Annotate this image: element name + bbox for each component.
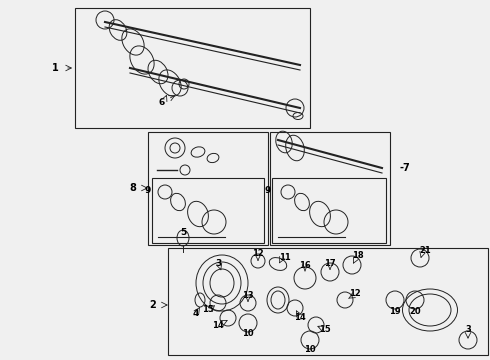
Text: 3: 3 [465,325,471,334]
Bar [152,178,264,243]
Text: 9: 9 [265,185,271,194]
Text: 5: 5 [180,228,186,237]
Text: 12: 12 [349,289,361,298]
Text: -7: -7 [400,163,411,173]
Text: 18: 18 [352,252,364,261]
Text: 2: 2 [149,300,156,310]
Text: 14: 14 [294,312,306,321]
Text: 15: 15 [319,325,331,334]
Text: 8: 8 [129,183,136,193]
Bar [75,8,310,128]
Bar [148,132,268,245]
Text: 12: 12 [252,249,264,258]
Bar [168,248,488,355]
Text: 20: 20 [409,307,421,316]
Bar [270,132,390,245]
Text: 10: 10 [242,328,254,338]
Bar [272,178,386,243]
Text: 16: 16 [299,261,311,270]
Text: 17: 17 [324,258,336,267]
Text: 19: 19 [389,307,401,316]
Text: 21: 21 [419,246,431,255]
Text: 10: 10 [304,346,316,355]
Text: 4: 4 [193,309,199,318]
Text: 15: 15 [202,306,214,315]
Text: 3: 3 [215,258,221,267]
Text: 9: 9 [145,185,151,194]
Text: 11: 11 [279,252,291,261]
Text: 13: 13 [242,291,254,300]
Text: 14: 14 [212,320,224,329]
Text: 1: 1 [51,63,58,73]
Text: 6: 6 [159,98,165,107]
